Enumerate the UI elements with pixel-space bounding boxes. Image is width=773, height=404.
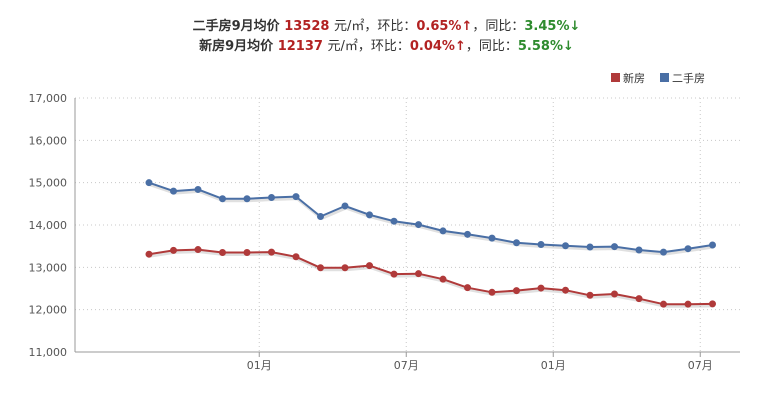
resale-point (268, 193, 275, 201)
resale-point (562, 242, 569, 250)
resale-label: 二手房9月均价 (192, 19, 280, 34)
resale-point (390, 217, 398, 225)
new-home-point (317, 264, 324, 272)
resale-point (194, 185, 202, 193)
resale-point (243, 195, 251, 203)
new-home-point (390, 270, 398, 278)
resale-point (635, 246, 643, 254)
new-home-point (635, 295, 643, 303)
new-mom-value: 0.04%↑ (409, 39, 466, 54)
resale-mom-value: 0.65%↑ (416, 19, 473, 34)
resale-point (439, 227, 447, 235)
resale-point (684, 245, 692, 253)
new-yoy-value: 5.58%↓ (517, 39, 574, 54)
resale-yoy-label: 同比： (485, 19, 525, 34)
resale-point (341, 202, 349, 210)
resale-headline: 二手房9月均价 13528 元/㎡，环比：0.65%↑，同比：3.45%↓ (0, 18, 773, 36)
x-tick-label: 01月 (247, 359, 272, 372)
resale-mom-label: 环比： (377, 19, 417, 34)
legend-swatch-resale (660, 73, 669, 82)
new-home-point (170, 246, 177, 254)
new-home-series-shadow (149, 250, 714, 308)
new-home-point (194, 246, 202, 254)
resale-point (611, 243, 618, 251)
series-lines (145, 179, 716, 308)
legend-label-resale: 二手房 (672, 71, 705, 85)
resale-point (366, 211, 373, 219)
x-tick-label: 01月 (541, 359, 566, 372)
new-home-point (562, 286, 569, 294)
resale-unit: 元/㎡， (333, 19, 378, 34)
y-tick-label: 11,000 (29, 346, 68, 359)
resale-point (317, 213, 324, 221)
y-tick-label: 13,000 (29, 261, 68, 274)
y-tick-label: 12,000 (29, 304, 68, 317)
new-home-point (611, 290, 618, 298)
new-mom-label: 环比： (370, 39, 410, 54)
resale-point (513, 239, 520, 247)
resale-point (464, 230, 471, 238)
resale-point (660, 248, 667, 256)
y-tick-label: 15,000 (29, 177, 68, 190)
y-tick-label: 16,000 (29, 134, 68, 147)
new-home-point (268, 248, 275, 256)
new-home-point (341, 264, 349, 272)
new-home-point (513, 287, 520, 295)
new-home-point (292, 253, 300, 261)
new-home-point (415, 270, 422, 278)
resale-point (488, 234, 496, 242)
new-yoy-label: 同比： (478, 39, 518, 54)
new-home-point (219, 249, 226, 257)
resale-point (170, 187, 177, 195)
x-tick-label: 07月 (394, 359, 419, 372)
y-tick-label: 17,000 (29, 92, 68, 105)
new-home-point (366, 262, 373, 270)
x-tick-label: 07月 (688, 359, 713, 372)
new-home-point (488, 288, 496, 296)
resale-point (586, 243, 594, 251)
y-tick-label: 14,000 (29, 219, 68, 232)
legend-label-new-home: 新房 (623, 71, 645, 85)
new-home-point (145, 250, 153, 258)
resale-point (219, 195, 226, 203)
new-headline: 新房9月均价 12137 元/㎡，环比：0.04%↑，同比：5.58%↓ (0, 38, 773, 56)
resale-point (292, 193, 300, 201)
new-home-point (537, 284, 545, 292)
new-label: 新房9月均价 (199, 39, 274, 54)
new-price: 12137 (277, 39, 323, 54)
new-home-point (660, 300, 667, 308)
resale-point (537, 240, 545, 248)
resale-separator: ， (472, 19, 486, 34)
new-home-point (464, 284, 471, 292)
new-home-point (684, 300, 692, 308)
new-home-point (439, 275, 447, 283)
grid-lines (75, 97, 740, 352)
resale-series-shadow (149, 183, 714, 256)
new-home-point (243, 249, 251, 257)
new-home-point (709, 300, 716, 308)
resale-series-line (148, 181, 713, 254)
resale-point (415, 221, 422, 229)
new-home-series-line (148, 248, 713, 306)
legend-swatch-new-home (611, 73, 620, 82)
resale-yoy-value: 3.45%↓ (524, 19, 581, 34)
axes: 17,000 16,000 15,000 14,000 13,000 12,000 11,0… (29, 92, 740, 372)
new-unit: 元/㎡， (327, 39, 371, 54)
resale-point (145, 179, 153, 187)
resale-price: 13528 (284, 19, 330, 34)
resale-point (709, 241, 716, 249)
new-separator: ， (465, 39, 479, 54)
legend: 新房 二手房 (611, 71, 705, 85)
new-home-point (586, 291, 594, 299)
